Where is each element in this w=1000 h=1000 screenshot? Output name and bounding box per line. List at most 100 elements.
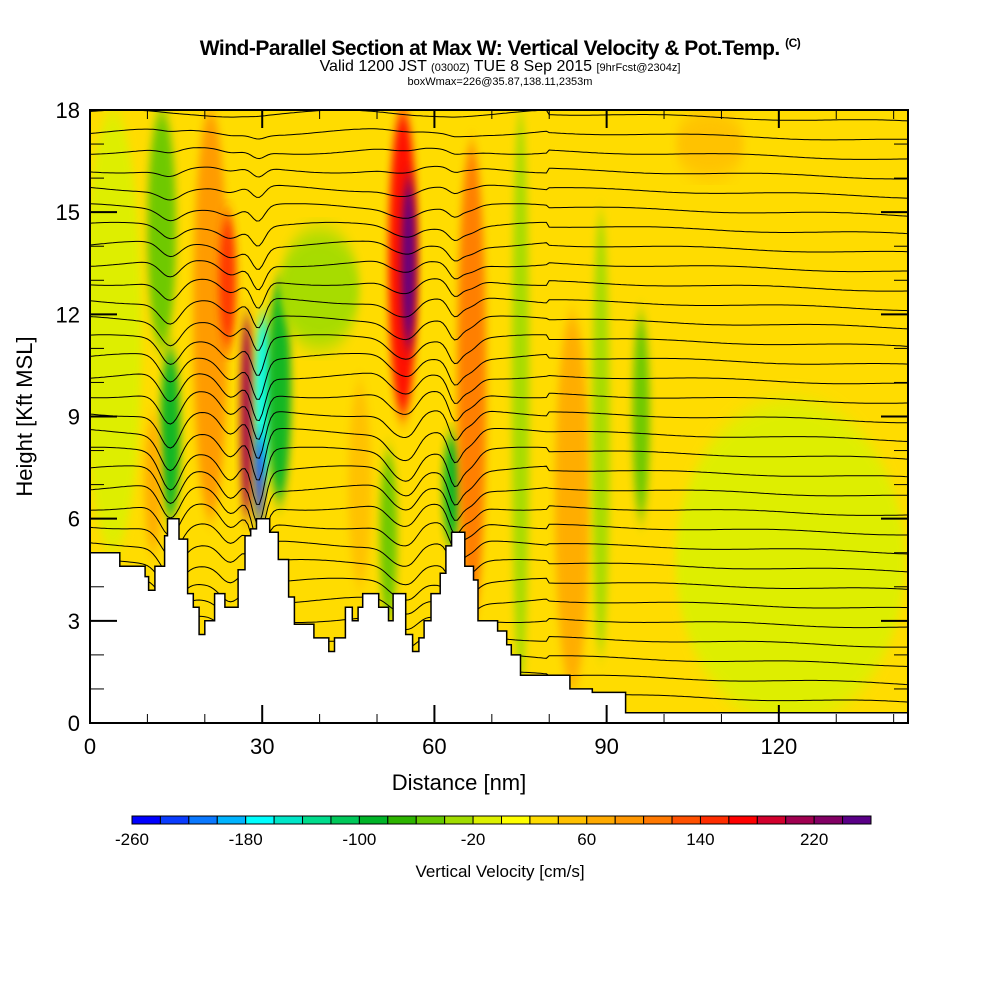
colorbar-swatch	[188, 815, 218, 825]
isentrope-line	[90, 522, 908, 566]
colorbar-swatch	[216, 815, 247, 825]
velocity-feature	[279, 229, 360, 349]
colorbar-tick-label: 140	[686, 830, 714, 849]
velocity-feature	[632, 314, 650, 519]
velocity-feature	[554, 314, 590, 689]
velocity-feature	[675, 399, 906, 723]
colorbar-swatch	[387, 815, 417, 825]
velocity-feature	[267, 280, 291, 502]
x-tick-label: 0	[84, 734, 96, 759]
colorbar-swatch	[813, 815, 844, 825]
x-tick-label: 120	[760, 734, 797, 759]
isentrope-line	[90, 428, 908, 481]
plot-area	[90, 91, 908, 723]
isentrope-line	[90, 203, 908, 222]
isentrope-line	[90, 334, 908, 376]
isentrope-line	[90, 559, 908, 599]
isentrope-line	[90, 147, 908, 160]
velocity-feature	[675, 110, 745, 179]
isentrope-line	[90, 390, 908, 440]
terrain	[90, 517, 908, 723]
colorbar-swatch	[245, 815, 275, 825]
forecast-info: [9hrFcst@2304z]	[596, 62, 681, 74]
isentrope-line	[90, 165, 908, 180]
chart-title-text: Wind-Parallel Section at Max W: Vertical…	[199, 37, 781, 60]
colorbar-swatch	[358, 815, 389, 825]
isentrope-line	[90, 297, 908, 329]
velocity-feature	[147, 110, 177, 349]
x-tick-label: 60	[422, 734, 446, 759]
colorbar-tick-label: -180	[229, 830, 263, 849]
isentrope-line	[90, 540, 908, 581]
valid-utc: (0300Z)	[431, 62, 470, 74]
colorbar-swatch	[756, 815, 787, 825]
isentrope-line	[90, 110, 908, 122]
isentrope-line	[90, 91, 908, 103]
y-tick-label: 0	[68, 711, 80, 736]
isentrope-line	[90, 446, 908, 506]
isentrope-line	[90, 410, 908, 459]
colorbar-swatch	[131, 815, 161, 825]
y-tick-label: 18	[56, 98, 80, 123]
copyright-mark: (C)	[785, 36, 801, 50]
isentrope-line	[90, 278, 908, 309]
colorbar-swatch	[302, 815, 332, 825]
colorbar-swatch	[444, 815, 474, 825]
velocity-feature	[219, 212, 237, 349]
velocity-feature	[592, 212, 610, 655]
x-tick-label: 30	[250, 734, 274, 759]
y-axis-label: Height [Kft MSL]	[12, 336, 37, 496]
colorbar-swatch	[557, 815, 588, 825]
valid-time: Valid 1200 JST	[319, 58, 427, 75]
velocity-feature	[160, 348, 181, 519]
box-wmax-info: boxWmax=226@35.87,138.11,2353m	[407, 76, 593, 88]
isentrope-line	[90, 577, 908, 618]
colorbar-swatch	[671, 815, 701, 825]
colorbar-tick-label: -20	[461, 830, 486, 849]
colorbar-swatch	[501, 815, 531, 825]
colorbar-swatch	[330, 815, 360, 825]
velocity-feature	[240, 314, 254, 519]
velocity-feature	[90, 110, 142, 553]
velocity-feature	[457, 144, 487, 621]
isentrope-line	[90, 240, 908, 270]
velocity-feature	[401, 178, 416, 349]
isentrope-line	[90, 503, 908, 554]
y-tick-label: 3	[68, 609, 80, 634]
valid-date: TUE 8 Sep 2015	[473, 58, 593, 75]
colorbar-tick-label: -260	[115, 830, 149, 849]
isentrope-line	[90, 353, 908, 400]
colorbar-swatch	[159, 815, 190, 825]
isentrope-line	[90, 221, 908, 247]
y-tick-label: 12	[56, 302, 80, 327]
colorbar-swatch	[728, 815, 758, 825]
y-tick-label: 15	[56, 200, 80, 225]
isentrope-line	[90, 260, 908, 291]
isentrope-line	[90, 184, 908, 201]
colorbar-swatch	[472, 815, 503, 825]
y-tick-label: 9	[68, 405, 80, 430]
colorbar-swatch	[643, 815, 673, 825]
isentrope-line	[90, 128, 908, 141]
x-axis-label: Distance [nm]	[392, 770, 527, 795]
colorbar-swatch	[842, 815, 872, 825]
y-tick-label: 6	[68, 507, 80, 532]
isentrope-line	[90, 372, 908, 422]
colorbar-swatch	[614, 815, 645, 825]
isentrope-line	[90, 484, 908, 540]
isentrope-line	[90, 465, 908, 524]
isentrope-line	[90, 315, 908, 351]
x-tick-label: 90	[594, 734, 618, 759]
velocity-feature	[193, 110, 228, 519]
colorbar-swatch	[415, 815, 446, 825]
colorbar-tick-label: 220	[800, 830, 828, 849]
colorbar-tick-label: 60	[577, 830, 596, 849]
colorbar-swatch	[785, 815, 815, 825]
colorbar-swatch	[529, 815, 559, 825]
velocity-feature	[511, 110, 530, 689]
colorbar-swatch	[699, 815, 730, 825]
colorbar-swatch	[273, 815, 304, 825]
colorbar-swatch	[586, 815, 616, 825]
colorbar-tick-label: -100	[342, 830, 376, 849]
